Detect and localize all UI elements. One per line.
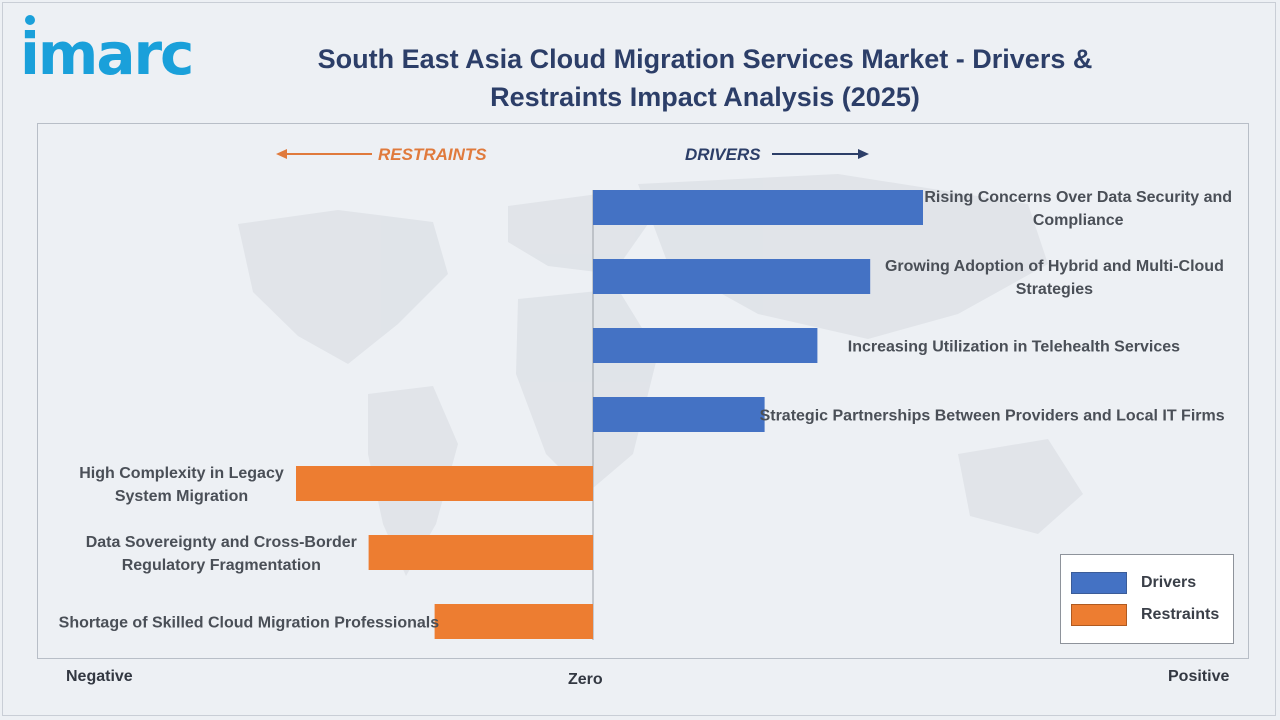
legend-label-restraints: Restraints [1141, 606, 1220, 623]
chart-title: South East Asia Cloud Migration Services… [250, 40, 1160, 116]
restraints-arrow-head [276, 149, 287, 159]
plot-area: RESTRAINTS DRIVERS Rising Concerns Over D… [37, 123, 1249, 659]
bar-label-line: Regulatory Fragmentation [122, 557, 321, 574]
bar-label-0: Rising Concerns Over Data Security and Co… [924, 189, 1232, 229]
bar-label-line: High Complexity in Legacy [79, 465, 284, 482]
bar-restraint-6 [434, 604, 593, 639]
bar-label-line: Strategic Partnerships Between Providers… [760, 408, 1225, 425]
chart-legend: Drivers Restraints [1060, 554, 1234, 644]
bar-label-line: Strategies [1016, 281, 1093, 298]
axis-label-zero: Zero [568, 671, 603, 688]
drivers-direction-label: DRIVERS [685, 145, 761, 164]
axis-label-positive: Positive [1168, 668, 1230, 685]
legend-swatch-drivers [1071, 572, 1127, 594]
bar-label-line: Compliance [1033, 212, 1124, 229]
bar-restraint-5 [368, 535, 593, 570]
legend-item-restraints: Restraints [1071, 604, 1219, 626]
bar-label-line: Growing Adoption of Hybrid and Multi-Clo… [885, 258, 1224, 275]
bar-label-line: Rising Concerns Over Data Security and [924, 189, 1232, 206]
bar-label-line: System Migration [115, 488, 248, 505]
chart-title-line-1: South East Asia Cloud Migration Services… [317, 44, 1093, 74]
bar-label-line: Increasing Utilization in Telehealth Ser… [848, 339, 1180, 356]
svg-text:imarc: imarc [20, 20, 192, 84]
imarc-logo: imarc [20, 15, 194, 84]
bar-driver-3 [593, 397, 765, 432]
bar-label-4: High Complexity in Legacy System Migratio… [79, 465, 284, 505]
impact-bar-chart: RESTRAINTS DRIVERS Rising Concerns Over D… [59, 145, 1232, 640]
bar-driver-2 [593, 328, 818, 363]
bar-label-line: Shortage of Skilled Cloud Migration Prof… [59, 615, 440, 632]
axis-label-negative: Negative [66, 668, 133, 685]
drivers-arrow-head [858, 149, 869, 159]
bar-label-5: Data Sovereignty and Cross-Border Regulat… [86, 534, 357, 574]
chart-title-line-2: Restraints Impact Analysis (2025) [490, 82, 920, 112]
bar-driver-1 [593, 259, 871, 294]
legend-item-drivers: Drivers [1071, 572, 1196, 594]
bar-label-6: Shortage of Skilled Cloud Migration Prof… [59, 615, 440, 632]
legend-label-drivers: Drivers [1141, 574, 1197, 591]
bar-label-3: Strategic Partnerships Between Providers… [760, 408, 1225, 425]
legend-swatch-restraints [1071, 604, 1127, 626]
restraints-direction-label: RESTRAINTS [378, 145, 487, 164]
bar-label-1: Growing Adoption of Hybrid and Multi-Clo… [885, 258, 1224, 298]
bar-label-line: Data Sovereignty and Cross-Border [86, 534, 357, 551]
bar-label-2: Increasing Utilization in Telehealth Ser… [848, 339, 1180, 356]
bar-driver-0 [593, 190, 923, 225]
world-map-watermark [238, 174, 1083, 576]
bar-restraint-4 [296, 466, 593, 501]
